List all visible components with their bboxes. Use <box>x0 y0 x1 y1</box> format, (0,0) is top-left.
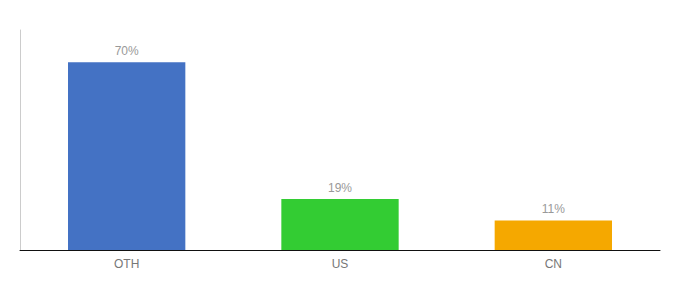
svg-text:70%: 70% <box>115 44 139 58</box>
svg-text:OTH: OTH <box>114 257 139 271</box>
svg-text:CN: CN <box>545 257 562 271</box>
svg-text:11%: 11% <box>542 202 565 216</box>
svg-text:US: US <box>332 257 349 271</box>
svg-text:19%: 19% <box>328 181 352 195</box>
